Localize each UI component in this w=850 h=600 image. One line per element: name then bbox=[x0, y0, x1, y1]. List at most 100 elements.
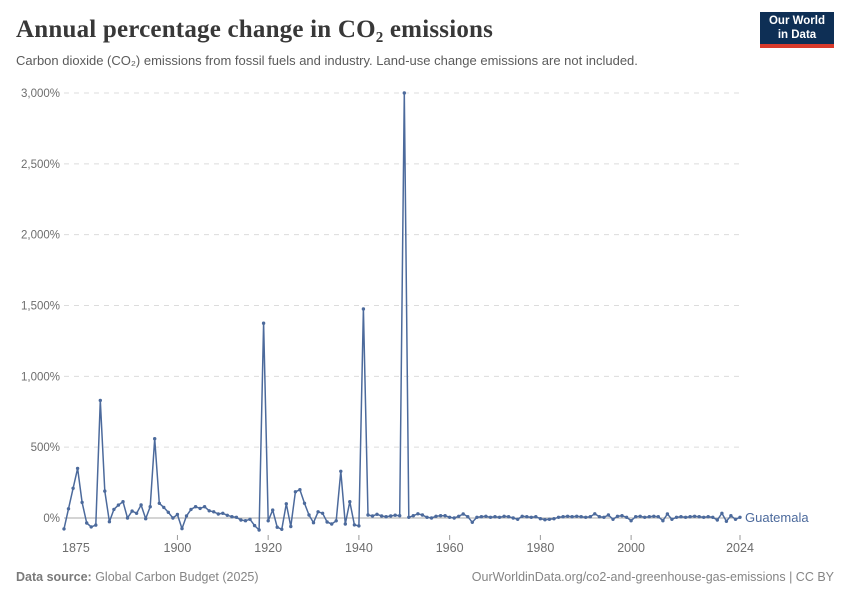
data-point[interactable] bbox=[339, 469, 343, 473]
owid-logo[interactable]: Our World in Data bbox=[760, 12, 834, 48]
data-point[interactable] bbox=[302, 501, 307, 505]
data-point[interactable] bbox=[602, 515, 606, 519]
data-point[interactable] bbox=[575, 514, 579, 518]
data-point[interactable] bbox=[289, 524, 293, 529]
data-point[interactable] bbox=[221, 511, 225, 515]
data-point[interactable] bbox=[89, 525, 93, 529]
data-point[interactable] bbox=[420, 513, 425, 517]
data-point[interactable] bbox=[688, 515, 692, 519]
data-point[interactable] bbox=[497, 515, 502, 519]
data-point[interactable] bbox=[692, 514, 697, 518]
data-point[interactable] bbox=[434, 514, 438, 518]
data-point[interactable] bbox=[243, 519, 248, 523]
data-point[interactable] bbox=[720, 511, 724, 515]
data-point[interactable] bbox=[103, 489, 107, 493]
data-point[interactable] bbox=[606, 513, 611, 517]
data-point[interactable] bbox=[180, 526, 184, 531]
data-point[interactable] bbox=[320, 511, 325, 515]
data-point[interactable] bbox=[425, 515, 429, 519]
data-point[interactable] bbox=[724, 519, 729, 523]
data-point[interactable] bbox=[597, 515, 602, 519]
data-point[interactable] bbox=[212, 510, 216, 514]
data-point[interactable] bbox=[525, 515, 529, 519]
data-point[interactable] bbox=[547, 517, 552, 521]
data-point[interactable] bbox=[75, 466, 80, 471]
data-point[interactable] bbox=[647, 515, 651, 519]
data-point[interactable] bbox=[66, 507, 71, 511]
data-point[interactable] bbox=[398, 514, 402, 518]
data-point[interactable] bbox=[389, 514, 393, 518]
data-point[interactable] bbox=[615, 514, 620, 518]
data-point[interactable] bbox=[134, 511, 139, 515]
data-point[interactable] bbox=[429, 516, 434, 520]
data-point[interactable] bbox=[624, 515, 629, 519]
data-point[interactable] bbox=[584, 515, 588, 519]
data-point[interactable] bbox=[502, 514, 506, 518]
data-point[interactable] bbox=[452, 516, 456, 520]
data-point[interactable] bbox=[121, 500, 125, 504]
data-point[interactable] bbox=[384, 515, 388, 519]
data-point[interactable] bbox=[638, 514, 642, 518]
data-point[interactable] bbox=[593, 512, 597, 516]
data-point[interactable] bbox=[706, 515, 710, 519]
data-point[interactable] bbox=[107, 520, 112, 524]
data-point[interactable] bbox=[94, 523, 98, 527]
data-point[interactable] bbox=[461, 512, 465, 516]
data-point[interactable] bbox=[193, 505, 198, 509]
data-point[interactable] bbox=[733, 517, 738, 521]
data-point[interactable] bbox=[189, 507, 193, 512]
data-point[interactable] bbox=[162, 505, 166, 510]
data-point[interactable] bbox=[330, 522, 334, 526]
data-point[interactable] bbox=[534, 515, 538, 519]
data-point[interactable] bbox=[216, 512, 220, 516]
data-point[interactable] bbox=[348, 500, 352, 504]
data-point[interactable] bbox=[506, 515, 511, 519]
data-point[interactable] bbox=[153, 437, 157, 441]
data-point[interactable] bbox=[552, 517, 556, 521]
data-point[interactable] bbox=[538, 517, 543, 521]
data-point[interactable] bbox=[293, 490, 298, 494]
data-point[interactable] bbox=[157, 501, 161, 505]
data-point[interactable] bbox=[125, 516, 130, 520]
data-point[interactable] bbox=[715, 518, 719, 522]
data-point[interactable] bbox=[479, 515, 484, 519]
data-point[interactable] bbox=[175, 512, 180, 517]
data-point[interactable] bbox=[271, 508, 275, 512]
data-point[interactable] bbox=[411, 514, 415, 518]
data-point[interactable] bbox=[239, 518, 243, 522]
data-point[interactable] bbox=[475, 515, 479, 519]
data-point[interactable] bbox=[248, 517, 252, 521]
data-point[interactable] bbox=[316, 510, 320, 514]
data-point[interactable] bbox=[98, 398, 103, 403]
data-point[interactable] bbox=[643, 515, 647, 519]
data-point[interactable] bbox=[334, 519, 338, 523]
data-point[interactable] bbox=[252, 523, 257, 528]
data-point[interactable] bbox=[729, 514, 733, 518]
data-point[interactable] bbox=[443, 514, 447, 518]
data-point[interactable] bbox=[184, 514, 189, 518]
data-point[interactable] bbox=[570, 515, 574, 519]
data-point[interactable] bbox=[697, 515, 701, 519]
data-point[interactable] bbox=[85, 521, 89, 525]
data-point[interactable] bbox=[325, 520, 329, 524]
data-point[interactable] bbox=[565, 514, 570, 518]
data-point[interactable] bbox=[702, 515, 706, 519]
data-point[interactable] bbox=[307, 513, 311, 517]
data-point[interactable] bbox=[257, 528, 261, 532]
series-line[interactable] bbox=[63, 92, 741, 531]
data-point[interactable] bbox=[561, 515, 565, 519]
data-point[interactable] bbox=[230, 515, 234, 519]
data-point[interactable] bbox=[520, 514, 524, 518]
data-point[interactable] bbox=[171, 516, 175, 520]
data-point[interactable] bbox=[620, 514, 624, 518]
data-point[interactable] bbox=[588, 515, 592, 519]
data-point[interactable] bbox=[71, 486, 75, 490]
data-point[interactable] bbox=[402, 91, 406, 95]
data-point[interactable] bbox=[543, 518, 547, 522]
data-point[interactable] bbox=[711, 515, 715, 519]
data-point[interactable] bbox=[112, 507, 116, 512]
data-point[interactable] bbox=[665, 512, 670, 516]
data-point[interactable] bbox=[130, 509, 134, 513]
data-point[interactable] bbox=[407, 515, 411, 519]
data-point[interactable] bbox=[370, 514, 375, 518]
